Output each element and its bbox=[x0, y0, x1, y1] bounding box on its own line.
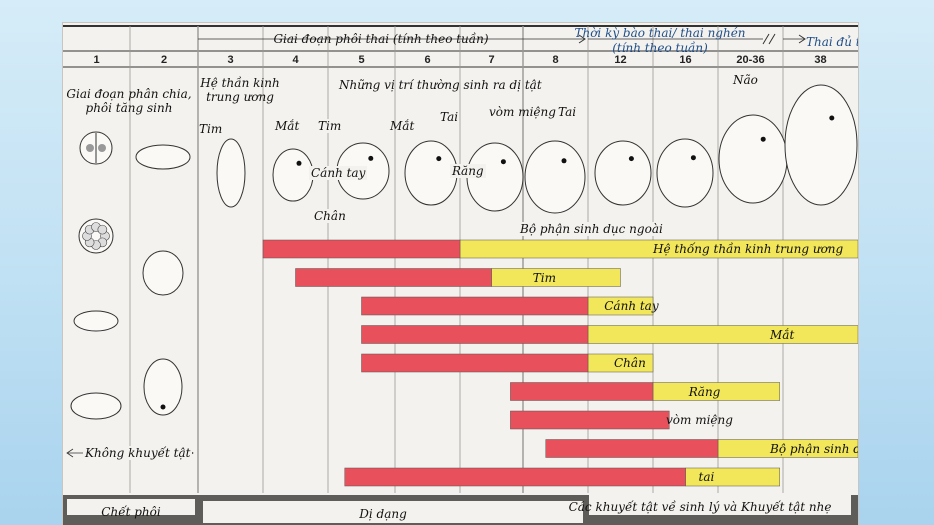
heart-label-1: Tim bbox=[199, 122, 223, 136]
embryo-icon bbox=[216, 138, 246, 208]
week-number: 12 bbox=[614, 54, 627, 66]
major-defect-bar bbox=[510, 410, 670, 430]
week-number: 7 bbox=[488, 54, 495, 66]
embryo-eye-icon bbox=[500, 159, 506, 165]
embryo-icon bbox=[272, 148, 314, 202]
arrowhead-icon bbox=[798, 34, 806, 44]
chart-canvas bbox=[63, 25, 858, 525]
minor-label-bg bbox=[589, 495, 851, 515]
fetal-period-sublabel: (tính theo tuần) bbox=[612, 41, 708, 55]
malformation-label-bg bbox=[203, 501, 583, 523]
week-number: 2 bbox=[160, 54, 168, 66]
eye-label-2: Mắt bbox=[390, 119, 415, 133]
cns-label: Hệ thần kinh trung ương bbox=[200, 76, 280, 104]
minor-defects-label: Các khuyết tật về sinh lý và Khuyết tật … bbox=[568, 500, 832, 514]
blastomere-icon bbox=[97, 224, 108, 235]
malformation-label: Dị dạng bbox=[359, 507, 407, 521]
arm-label: Cánh tay bbox=[309, 166, 368, 180]
embryo-eye-icon bbox=[561, 158, 567, 164]
full-term-label: Thai đủ tháng bbox=[806, 35, 858, 49]
embryo-eye-icon bbox=[296, 160, 302, 166]
eye-label-1: Mắt bbox=[275, 119, 300, 133]
nucleus-icon bbox=[86, 144, 94, 152]
major-defect-bar bbox=[361, 325, 589, 344]
defect-sites-label: Những vị trí thường sinh ra dị tật bbox=[339, 78, 542, 92]
embryo-eye-icon bbox=[628, 156, 634, 162]
embryo-eye-icon bbox=[829, 115, 835, 121]
embryo-icon bbox=[656, 138, 714, 208]
major-defect-bar bbox=[262, 239, 461, 259]
minor-defect-bar bbox=[491, 268, 621, 287]
brain-label: Não bbox=[733, 73, 758, 87]
inner-cell-dot bbox=[160, 404, 166, 410]
bar-label: Tim bbox=[532, 270, 556, 285]
bar-label: Bộ phận sinh dục ngoài bbox=[770, 441, 858, 456]
slide-title-fragment bbox=[170, 0, 770, 13]
ear-label-2: Tai bbox=[558, 105, 577, 119]
major-defect-bar bbox=[361, 353, 589, 373]
embryo-eye-icon bbox=[368, 155, 374, 161]
egg-cylinder-icon bbox=[143, 358, 183, 416]
bar-label: Hệ thống thần kinh trung ương bbox=[653, 242, 844, 256]
embryo-eye-icon bbox=[760, 136, 766, 142]
palate-label: vòm miệng bbox=[489, 105, 556, 119]
arrowhead-icon bbox=[578, 34, 586, 44]
week-number: 4 bbox=[292, 54, 299, 66]
week-number: 5 bbox=[358, 54, 365, 66]
week-number: 8 bbox=[552, 54, 559, 66]
bar-label: Răng bbox=[688, 384, 721, 399]
embryo-icon bbox=[718, 114, 788, 204]
heart-label-2: Tim bbox=[316, 119, 344, 133]
amniotic-sac-icon bbox=[142, 250, 184, 296]
embryo-icon bbox=[594, 140, 652, 206]
implantation-icon bbox=[73, 310, 119, 332]
ear-label-1: Tai bbox=[440, 110, 459, 124]
embryo-icon bbox=[524, 140, 586, 214]
major-defect-bar bbox=[545, 439, 719, 458]
nucleus-icon bbox=[98, 144, 106, 152]
teeth-label: Răng bbox=[450, 164, 486, 178]
week-number: 3 bbox=[227, 54, 234, 66]
death-label-bg bbox=[67, 499, 195, 515]
major-defect-bar bbox=[510, 382, 654, 401]
axis-break-icon bbox=[762, 33, 776, 45]
week-number: 20-36 bbox=[736, 54, 765, 66]
minor-defect-bar bbox=[587, 325, 858, 344]
embryonic-disc-icon bbox=[135, 144, 191, 170]
embryo-death-label: Chết phôi bbox=[101, 505, 161, 519]
fetal-period-label: Thời kỳ bào thai/ thai nghén bbox=[574, 26, 746, 40]
leg-label: Chân bbox=[312, 209, 348, 223]
major-defect-bar bbox=[344, 467, 686, 487]
major-defect-bar bbox=[295, 268, 492, 287]
week-number: 38 bbox=[814, 54, 827, 66]
bar-label: tai bbox=[698, 470, 715, 484]
genitalia-label: Bộ phận sinh dục ngoài bbox=[518, 222, 665, 236]
cleavage-stage-label: Giai đoạn phân chia, phôi tăng sinh bbox=[66, 87, 192, 115]
major-defect-bar bbox=[361, 296, 589, 316]
bar-label: Mắt bbox=[770, 327, 795, 342]
bar-label: Cánh tay bbox=[604, 299, 659, 313]
blastocyst-icon bbox=[70, 392, 122, 420]
week-number: 1 bbox=[93, 54, 100, 66]
week-number: 16 bbox=[679, 54, 692, 66]
embryo-eye-icon bbox=[436, 156, 442, 162]
embryo-eye-icon bbox=[690, 155, 696, 161]
bar-label: Chân bbox=[614, 356, 646, 370]
teratogen-timeline-chart: Giai đoạn phôi thai (tính theo tuần) Thờ… bbox=[63, 23, 858, 525]
embryo-icon bbox=[784, 84, 858, 206]
week-number: 6 bbox=[424, 54, 431, 66]
no-defect-label: Không khuyết tật bbox=[83, 446, 193, 460]
embryonic-period-label: Giai đoạn phôi thai (tính theo tuần) bbox=[273, 32, 489, 46]
bar-label: vòm miệng bbox=[666, 413, 733, 427]
